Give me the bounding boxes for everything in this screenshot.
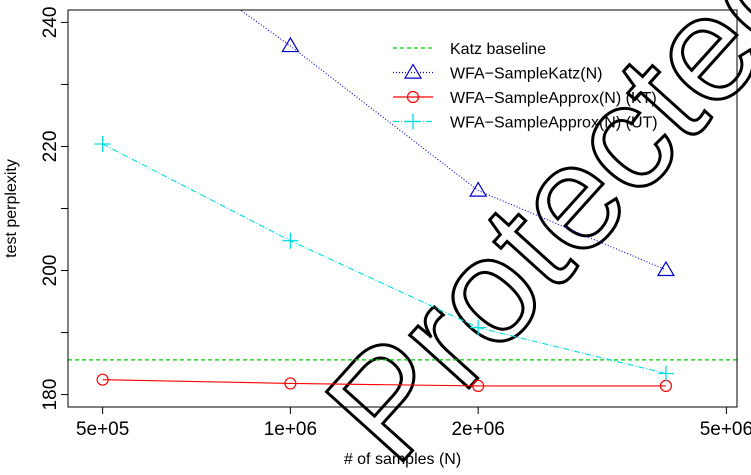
- data-point-circle: [406, 90, 420, 104]
- legend-label: Katz baseline: [450, 41, 546, 58]
- data-point-triangle: [469, 181, 488, 197]
- data-point-triangle: [403, 63, 423, 79]
- data-point-circle: [284, 377, 297, 390]
- data-point-triangle: [281, 36, 300, 53]
- x-axis-label: # of samples (N): [344, 451, 461, 468]
- legend-item: WFA−SampleKatz(N): [393, 63, 602, 83]
- legend-label: WFA−SampleApprox(N) (KT): [450, 90, 657, 107]
- x-tick-label: 1e+06: [264, 419, 317, 440]
- y-tick-label: 180: [40, 379, 61, 411]
- series-1: [239, 10, 675, 277]
- data-point-circle: [472, 379, 485, 393]
- legend-item: Katz baseline: [393, 41, 546, 58]
- legend-label: WFA−SampleKatz(N): [450, 66, 602, 83]
- data-point-plus: [470, 319, 487, 336]
- y-tick-label: 200: [40, 255, 61, 287]
- legend-item: WFA−SampleApprox(N) (KT): [393, 90, 657, 107]
- series-3: [94, 135, 674, 382]
- data-point-plus: [405, 113, 421, 130]
- x-tick-label: 5e+06: [700, 419, 751, 440]
- data-point-plus: [94, 135, 111, 152]
- series-2: [96, 373, 673, 393]
- x-axis: 5e+05 1e+06 2e+06 5e+06: [76, 407, 751, 440]
- x-tick-label: 5e+05: [76, 419, 129, 440]
- data-point-plus: [657, 365, 674, 382]
- y-axis: 180 200 220 240: [40, 7, 68, 411]
- y-tick-label: 240: [40, 7, 61, 39]
- data-point-circle: [96, 373, 109, 386]
- data-point-plus: [282, 232, 299, 249]
- series-line: [102, 379, 666, 387]
- legend-item: WFA−SampleApprox(N) (UT): [393, 113, 658, 132]
- y-axis-label: test perplexity: [3, 159, 20, 258]
- x-tick-label: 2e+06: [451, 419, 504, 440]
- plot-area: [68, 10, 737, 393]
- data-point-triangle: [656, 260, 675, 277]
- legend-label: WFA−SampleApprox(N) (UT): [450, 115, 658, 132]
- series-line: [102, 143, 667, 375]
- legend: Katz baseline WFA−SampleKatz(N) WFA−Sample…: [393, 41, 658, 132]
- series-line: [239, 10, 667, 271]
- y-tick-label: 220: [40, 131, 61, 163]
